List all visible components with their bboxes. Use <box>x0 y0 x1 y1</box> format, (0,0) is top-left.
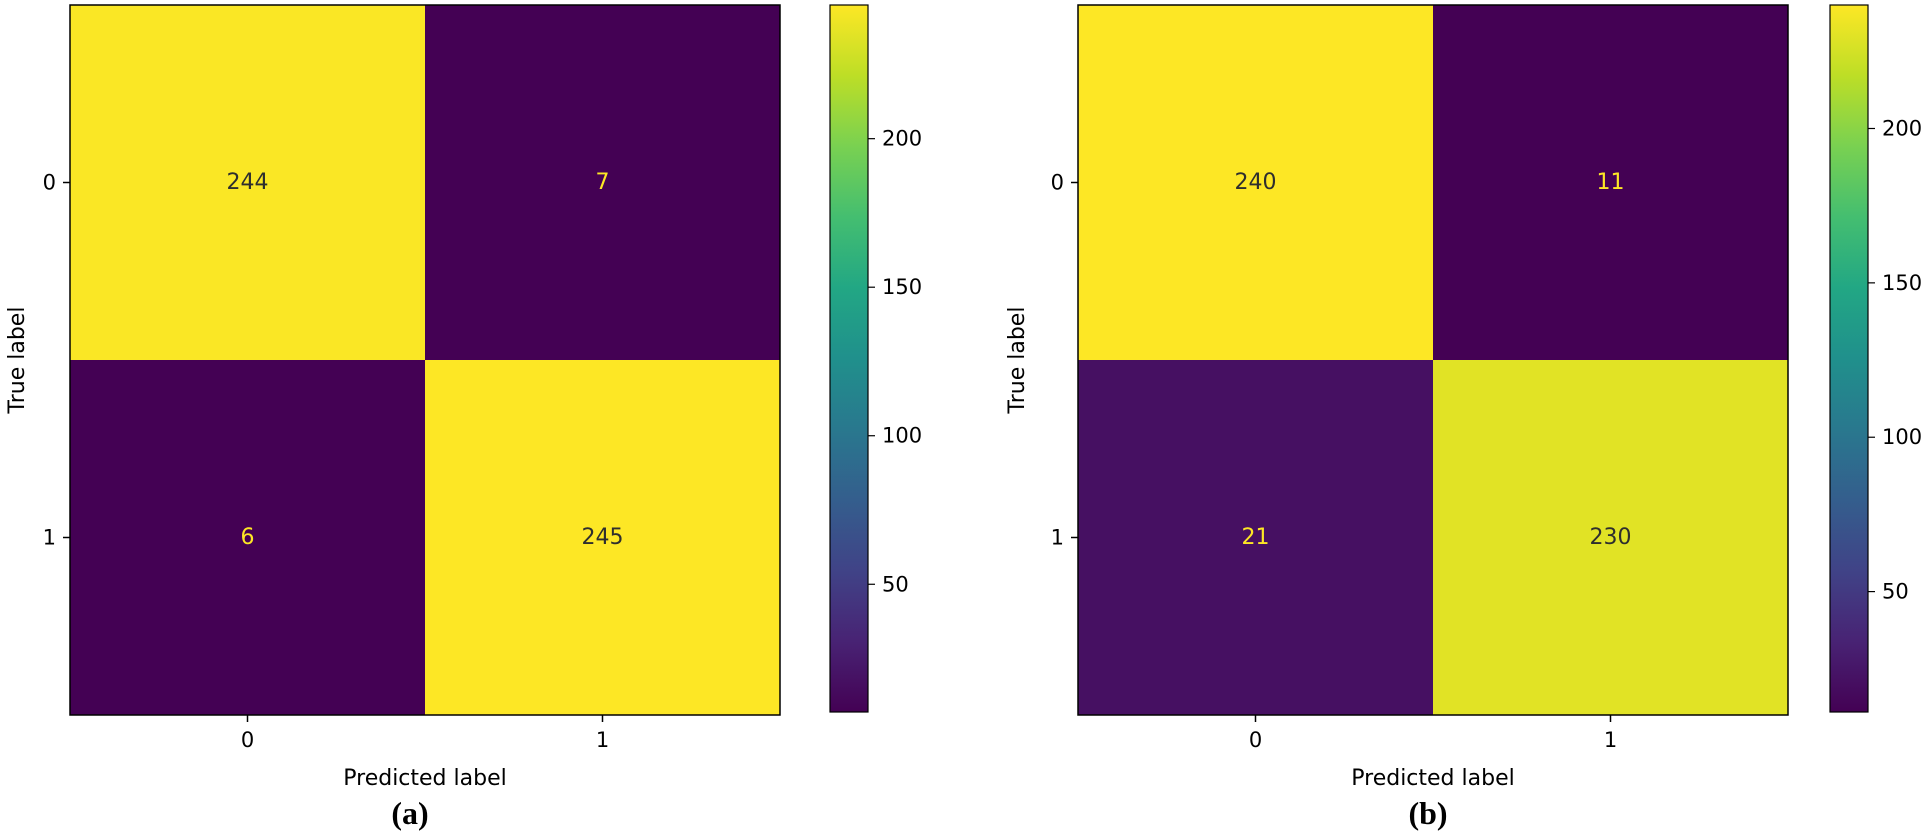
cell-value-b-r0-c0: 240 <box>1235 170 1277 195</box>
y-tick-label-b-1: 1 <box>1051 526 1064 550</box>
x-axis-label-a: Predicted label <box>343 766 506 791</box>
cell-value-b-r1-c0: 21 <box>1242 525 1270 550</box>
colorbar-tick-label-b-1: 100 <box>1882 425 1922 449</box>
colorbar-tick-label-b-0: 50 <box>1882 580 1909 604</box>
y-axis-label-b: True label <box>1005 307 1030 415</box>
colorbar-tick-label-a-0: 50 <box>882 572 909 596</box>
confusion-matrix-b-plot: 240 11 21 230 0 1 0 1 Predicted label True label 5… <box>1005 4 1922 791</box>
colorbar-b <box>1829 4 1869 713</box>
cell-value-a-r0-c1: 7 <box>596 170 610 195</box>
plot-frame-a <box>69 4 781 716</box>
colorbar-tick-label-a-1: 100 <box>882 424 922 448</box>
confusion-matrix-a-plot: 244 7 6 245 0 1 0 1 Predicted label True label 50 1… <box>5 4 922 791</box>
confusion-matrix-panel-a: 244 7 6 245 0 1 0 1 Predicted label True label 50 1… <box>5 4 922 831</box>
panel-label-b: (b) <box>1408 795 1448 831</box>
plot-frame-b <box>1077 4 1789 716</box>
colorbar-a <box>829 4 869 713</box>
y-tick-label-b-0: 0 <box>1051 171 1064 195</box>
cell-value-a-r1-c0: 6 <box>241 525 255 550</box>
x-tick-label-b-0: 0 <box>1249 728 1262 752</box>
cell-b-r0-c1 <box>1433 5 1788 360</box>
cell-a-r1-c0 <box>70 360 425 715</box>
panel-label-a: (a) <box>391 795 429 831</box>
cell-value-a-r1-c1: 245 <box>582 525 624 550</box>
y-tick-label-a-0: 0 <box>43 171 56 195</box>
colorbar-tick-label-a-2: 150 <box>882 275 922 299</box>
cell-value-b-r1-c1: 230 <box>1590 525 1632 550</box>
cell-value-b-r0-c1: 11 <box>1597 170 1625 195</box>
colorbar-tick-label-b-3: 200 <box>1882 116 1922 140</box>
cell-a-r1-c1 <box>425 360 780 715</box>
x-tick-label-a-1: 1 <box>596 728 609 752</box>
cell-b-r1-c0 <box>1078 360 1433 715</box>
cell-a-r0-c1 <box>425 5 780 360</box>
cell-value-a-r0-c0: 244 <box>227 170 269 195</box>
cell-b-r1-c1 <box>1433 360 1788 715</box>
y-axis-label-a: True label <box>5 307 30 415</box>
cell-a-r0-c0 <box>70 5 425 360</box>
confusion-matrix-panel-b: 240 11 21 230 0 1 0 1 Predicted label True label 5… <box>1000 0 1930 839</box>
y-tick-label-a-1: 1 <box>43 526 56 550</box>
x-tick-label-b-1: 1 <box>1604 728 1617 752</box>
x-axis-label-b: Predicted label <box>1351 766 1514 791</box>
colorbar-tick-label-b-2: 150 <box>1882 271 1922 295</box>
cell-b-r0-c0 <box>1078 5 1433 360</box>
colorbar-tick-label-a-3: 200 <box>882 127 922 151</box>
x-tick-label-a-0: 0 <box>241 728 254 752</box>
